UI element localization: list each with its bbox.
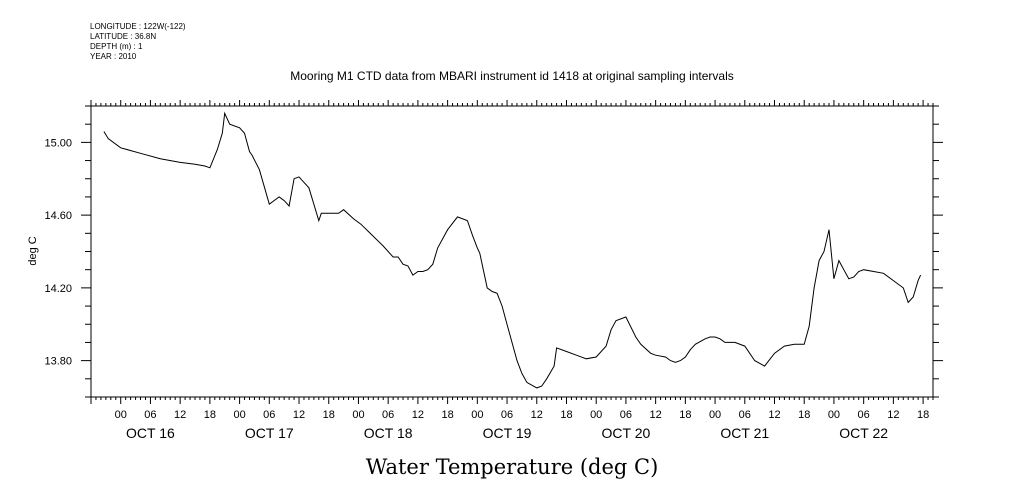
x-day-label: OCT 19 bbox=[483, 425, 532, 441]
x-hour-tick-label: 12 bbox=[887, 409, 899, 421]
x-day-label: OCT 20 bbox=[602, 425, 651, 441]
series-line-water-temperature bbox=[103, 111, 922, 389]
y-tick-label: 13.80 bbox=[44, 356, 72, 368]
x-hour-tick-label: 12 bbox=[531, 409, 543, 421]
meta-longitude: LONGITUDE : 122W(-122) bbox=[90, 22, 186, 31]
x-hour-tick-label: 18 bbox=[917, 409, 929, 421]
x-day-label: OCT 17 bbox=[245, 425, 294, 441]
x-hour-tick-label: 12 bbox=[412, 409, 424, 421]
x-hour-tick-label: 18 bbox=[204, 409, 216, 421]
x-hour-tick-label: 00 bbox=[352, 409, 364, 421]
x-day-label: OCT 16 bbox=[126, 425, 175, 441]
meta-year: YEAR : 2010 bbox=[90, 52, 137, 61]
tick-layer bbox=[81, 100, 943, 404]
x-hour-tick-label: 12 bbox=[768, 409, 780, 421]
x-hour-tick-label: 18 bbox=[679, 409, 691, 421]
x-day-label: OCT 21 bbox=[720, 425, 769, 441]
x-hour-tick-label: 18 bbox=[798, 409, 810, 421]
y-tick-label: 15.00 bbox=[44, 137, 72, 149]
x-hour-tick-label: 06 bbox=[144, 409, 156, 421]
y-tick-label: 14.60 bbox=[44, 210, 72, 222]
y-axis-label: deg C bbox=[27, 236, 39, 265]
meta-depth: DEPTH (m) : 1 bbox=[90, 42, 143, 51]
x-hour-tick-label: 12 bbox=[650, 409, 662, 421]
x-hour-tick-label: 12 bbox=[293, 409, 305, 421]
x-hour-tick-label: 06 bbox=[739, 409, 751, 421]
x-day-label: OCT 22 bbox=[839, 425, 888, 441]
metadata-block: LONGITUDE : 122W(-122) LATITUDE : 36.8N … bbox=[90, 22, 186, 62]
x-axis-label: Water Temperature (deg C) bbox=[366, 455, 659, 479]
x-hour-tick-label: 00 bbox=[828, 409, 840, 421]
x-hour-tick-label: 06 bbox=[263, 409, 275, 421]
x-hour-tick-label: 00 bbox=[233, 409, 245, 421]
x-hour-tick-label: 06 bbox=[858, 409, 870, 421]
x-hour-tick-label: 06 bbox=[382, 409, 394, 421]
x-hour-tick-label: 06 bbox=[620, 409, 632, 421]
x-hour-tick-label: 00 bbox=[590, 409, 602, 421]
x-hour-tick-label: 06 bbox=[501, 409, 513, 421]
meta-latitude: LATITUDE : 36.8N bbox=[90, 32, 157, 41]
y-tick-label: 14.20 bbox=[44, 283, 72, 295]
x-hour-tick-label: 12 bbox=[174, 409, 186, 421]
chart-title: Mooring M1 CTD data from MBARI instrumen… bbox=[290, 69, 734, 83]
x-hour-tick-label: 00 bbox=[115, 409, 127, 421]
x-hour-tick-label: 18 bbox=[560, 409, 572, 421]
x-hour-tick-label: 00 bbox=[709, 409, 721, 421]
x-hour-tick-label: 18 bbox=[323, 409, 335, 421]
label-layer: 00 06 12 18 00 06 12 18 00 06 12 18 00 06 12 18 00 06 12 18… bbox=[44, 137, 929, 441]
x-hour-tick-label: 00 bbox=[471, 409, 483, 421]
x-hour-tick-label: 18 bbox=[441, 409, 453, 421]
x-day-label: OCT 18 bbox=[364, 425, 413, 441]
